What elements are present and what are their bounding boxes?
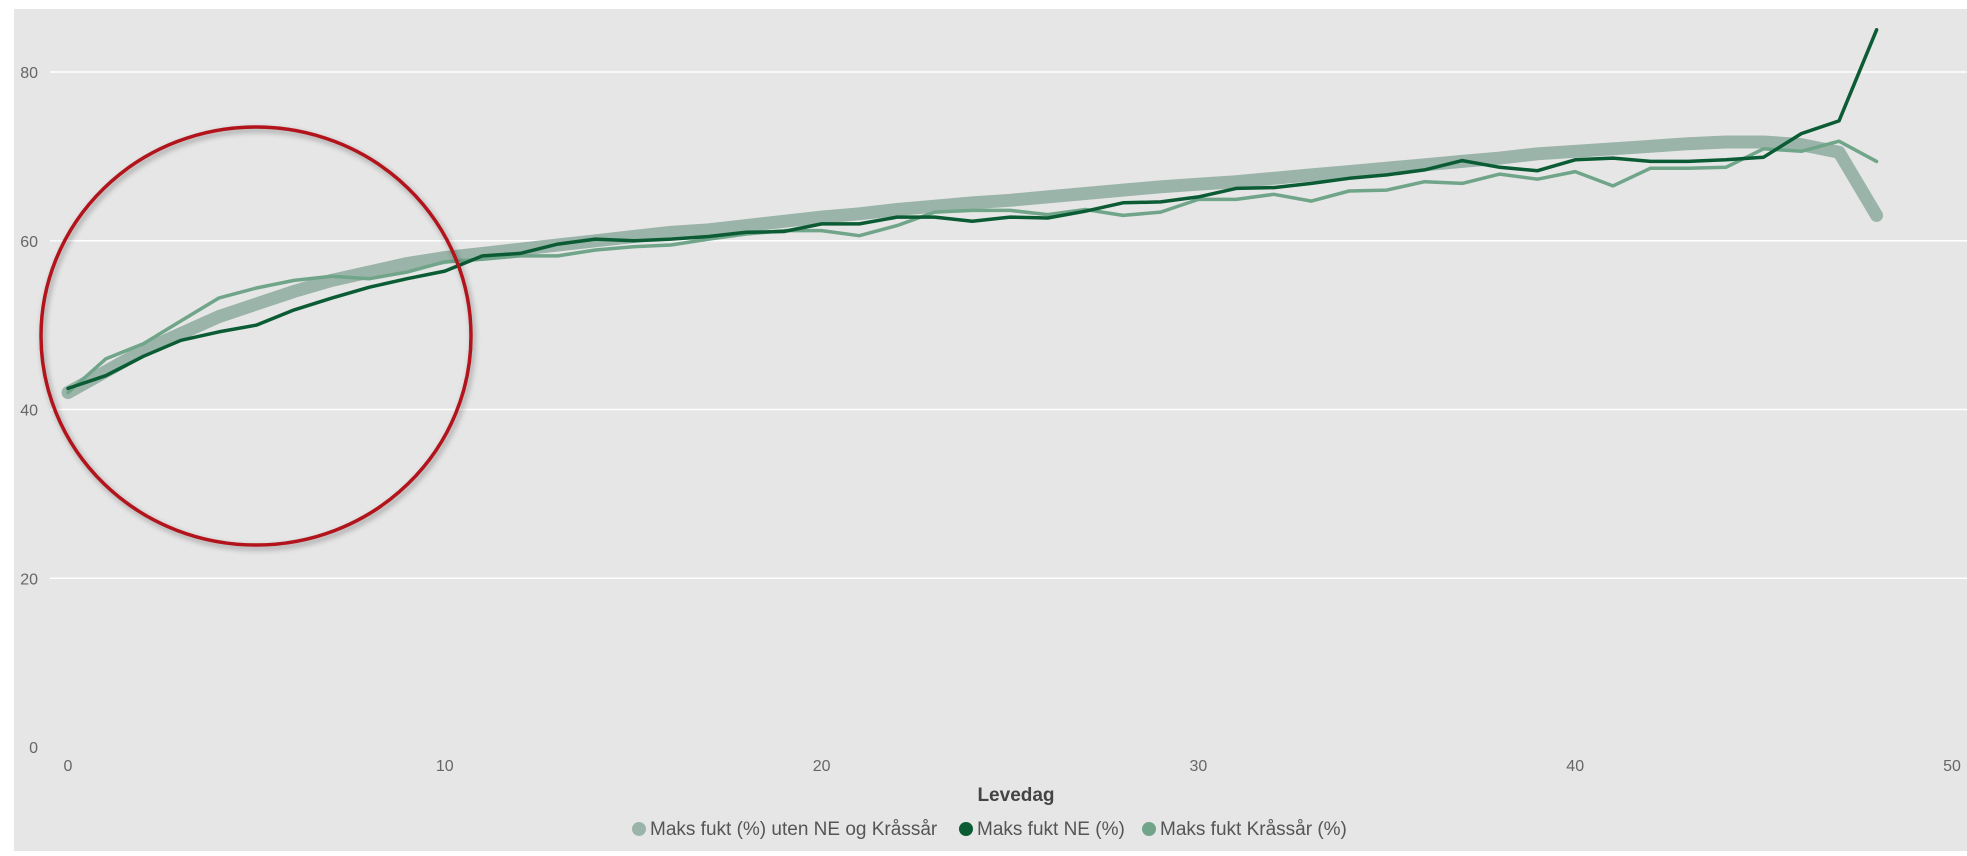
y-tick-label: 20 [20, 571, 38, 588]
y-axis-ticks: 0 20 40 60 80 [20, 65, 38, 757]
x-axis-title: Levedag [977, 785, 1054, 806]
x-tick-label: 20 [813, 758, 831, 775]
x-tick-label: 50 [1943, 758, 1961, 775]
legend-marker [959, 822, 973, 836]
legend-item-label[interactable]: Maks fukt Kråssår (%) [1160, 819, 1347, 840]
plot-background [14, 9, 1967, 851]
gridlines [50, 71, 1967, 579]
legend[interactable]: Maks fukt (%) uten NE og Kråssår Maks fuk… [632, 819, 1347, 840]
x-axis-ticks: 0 10 20 30 40 50 [64, 758, 1961, 775]
legend-item-label[interactable]: Maks fukt NE (%) [977, 819, 1125, 840]
series-line-2[interactable] [66, 28, 1879, 391]
x-tick-label: 30 [1190, 758, 1208, 775]
x-tick-label: 0 [64, 758, 73, 775]
legend-marker [632, 822, 646, 836]
series-layer [61, 28, 1884, 400]
x-tick-label: 40 [1566, 758, 1584, 775]
x-tick-label: 10 [436, 758, 454, 775]
series-line-3[interactable] [66, 139, 1879, 395]
highlight-circle [39, 125, 473, 547]
y-tick-label: 80 [20, 65, 38, 82]
legend-item-label[interactable]: Maks fukt (%) uten NE og Kråssår [650, 819, 938, 840]
y-tick-label: 0 [29, 740, 38, 757]
y-tick-label: 40 [20, 403, 38, 420]
series-line-1[interactable] [61, 135, 1884, 400]
legend-marker [1142, 822, 1156, 836]
y-tick-label: 60 [20, 234, 38, 251]
